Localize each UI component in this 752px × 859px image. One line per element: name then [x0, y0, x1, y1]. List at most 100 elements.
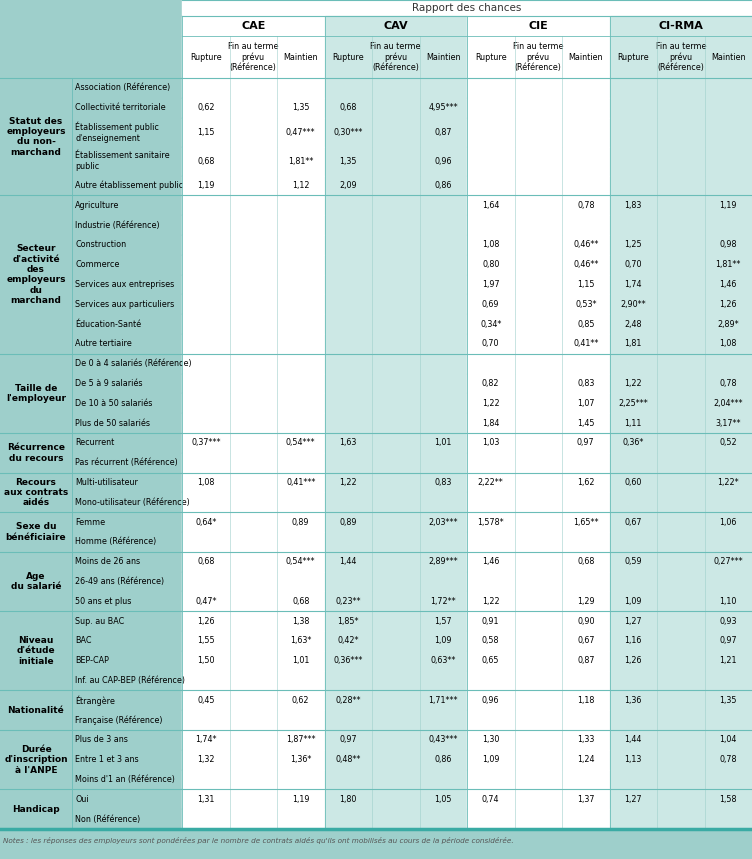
Bar	[229, 176, 277, 196]
Text: 0,68: 0,68	[340, 103, 357, 113]
Bar	[182, 16, 325, 36]
Text: De 5 à 9 salariés: De 5 à 9 salariés	[75, 379, 142, 388]
Text: 0,69: 0,69	[482, 300, 499, 309]
Bar	[420, 472, 467, 492]
Bar	[610, 612, 657, 631]
Bar	[277, 176, 325, 196]
Bar	[229, 147, 277, 176]
Bar	[562, 631, 610, 651]
Bar	[467, 730, 514, 750]
Bar	[229, 651, 277, 671]
Bar	[72, 631, 182, 651]
Text: 0,46**: 0,46**	[573, 260, 599, 269]
Bar	[420, 730, 467, 750]
Text: Nationalité: Nationalité	[8, 706, 65, 715]
Text: 1,19: 1,19	[720, 201, 737, 210]
Bar	[514, 334, 562, 354]
Bar	[72, 571, 182, 592]
Text: 4,95***: 4,95***	[429, 103, 458, 113]
Text: Non (Référence): Non (Référence)	[75, 814, 141, 824]
Bar	[562, 255, 610, 275]
Text: 1,30: 1,30	[482, 735, 499, 745]
Text: 1,13: 1,13	[625, 755, 642, 765]
Bar	[705, 235, 752, 255]
Bar	[514, 612, 562, 631]
Bar	[277, 492, 325, 512]
Bar	[562, 196, 610, 216]
Bar	[420, 453, 467, 472]
Bar	[610, 413, 657, 433]
Bar	[277, 730, 325, 750]
Text: Fin au terme
prévu
(Référence): Fin au terme prévu (Référence)	[371, 42, 421, 72]
Bar	[610, 631, 657, 651]
Text: 1,37: 1,37	[577, 795, 595, 804]
Bar	[420, 532, 467, 551]
Bar	[610, 196, 657, 216]
Bar	[372, 472, 420, 492]
Text: 0,70: 0,70	[624, 260, 642, 269]
Bar	[420, 314, 467, 334]
Text: 2,22**: 2,22**	[478, 478, 504, 487]
Bar	[467, 472, 514, 492]
Text: Établissement public
d'enseignement: Établissement public d'enseignement	[75, 122, 159, 143]
Bar	[610, 16, 752, 36]
Bar	[229, 631, 277, 651]
Bar	[372, 809, 420, 829]
Bar	[277, 532, 325, 551]
Bar	[514, 551, 562, 571]
Bar	[229, 453, 277, 472]
Bar	[610, 36, 657, 78]
Text: 1,85*: 1,85*	[338, 617, 359, 625]
Bar	[467, 393, 514, 413]
Text: 0,89: 0,89	[292, 518, 310, 527]
Text: 1,97: 1,97	[482, 280, 499, 289]
Text: 0,65: 0,65	[482, 656, 499, 665]
Text: 1,45: 1,45	[577, 418, 595, 428]
Text: 2,89*: 2,89*	[717, 320, 739, 329]
Bar	[705, 413, 752, 433]
Bar	[72, 334, 182, 354]
Text: 0,43***: 0,43***	[429, 735, 458, 745]
Bar	[514, 710, 562, 730]
Text: 1,19: 1,19	[197, 181, 214, 190]
Bar	[182, 492, 229, 512]
Bar	[420, 789, 467, 809]
Bar	[72, 216, 182, 235]
Bar	[610, 551, 657, 571]
Bar	[325, 295, 372, 314]
Text: 2,25***: 2,25***	[618, 399, 648, 408]
Bar	[420, 374, 467, 393]
Bar	[705, 36, 752, 78]
Text: Association (Référence): Association (Référence)	[75, 83, 170, 93]
Bar	[467, 196, 514, 216]
Text: 1,81**: 1,81**	[716, 260, 741, 269]
Text: Statut des
employeurs
du non-
marchand: Statut des employeurs du non- marchand	[6, 117, 65, 157]
Text: 1,36*: 1,36*	[290, 755, 311, 765]
Bar	[72, 295, 182, 314]
Bar	[420, 196, 467, 216]
Text: 0,58: 0,58	[482, 637, 499, 645]
Bar	[277, 413, 325, 433]
Bar	[229, 492, 277, 512]
Bar	[0, 551, 72, 612]
Bar	[277, 36, 325, 78]
Text: Maintien: Maintien	[426, 52, 460, 62]
Bar	[610, 730, 657, 750]
Text: 0,28**: 0,28**	[335, 696, 361, 705]
Bar	[705, 612, 752, 631]
Text: 1,44: 1,44	[340, 557, 357, 566]
Bar	[372, 147, 420, 176]
Bar	[372, 592, 420, 612]
Bar	[610, 393, 657, 413]
Bar	[325, 176, 372, 196]
Text: 1,09: 1,09	[624, 597, 642, 606]
Bar	[610, 118, 657, 147]
Text: Maintien: Maintien	[711, 52, 745, 62]
Bar	[277, 571, 325, 592]
Bar	[229, 36, 277, 78]
Bar	[657, 275, 705, 295]
Bar	[72, 453, 182, 472]
Text: 1,84: 1,84	[482, 418, 499, 428]
Bar	[610, 532, 657, 551]
Text: 0,78: 0,78	[577, 201, 595, 210]
